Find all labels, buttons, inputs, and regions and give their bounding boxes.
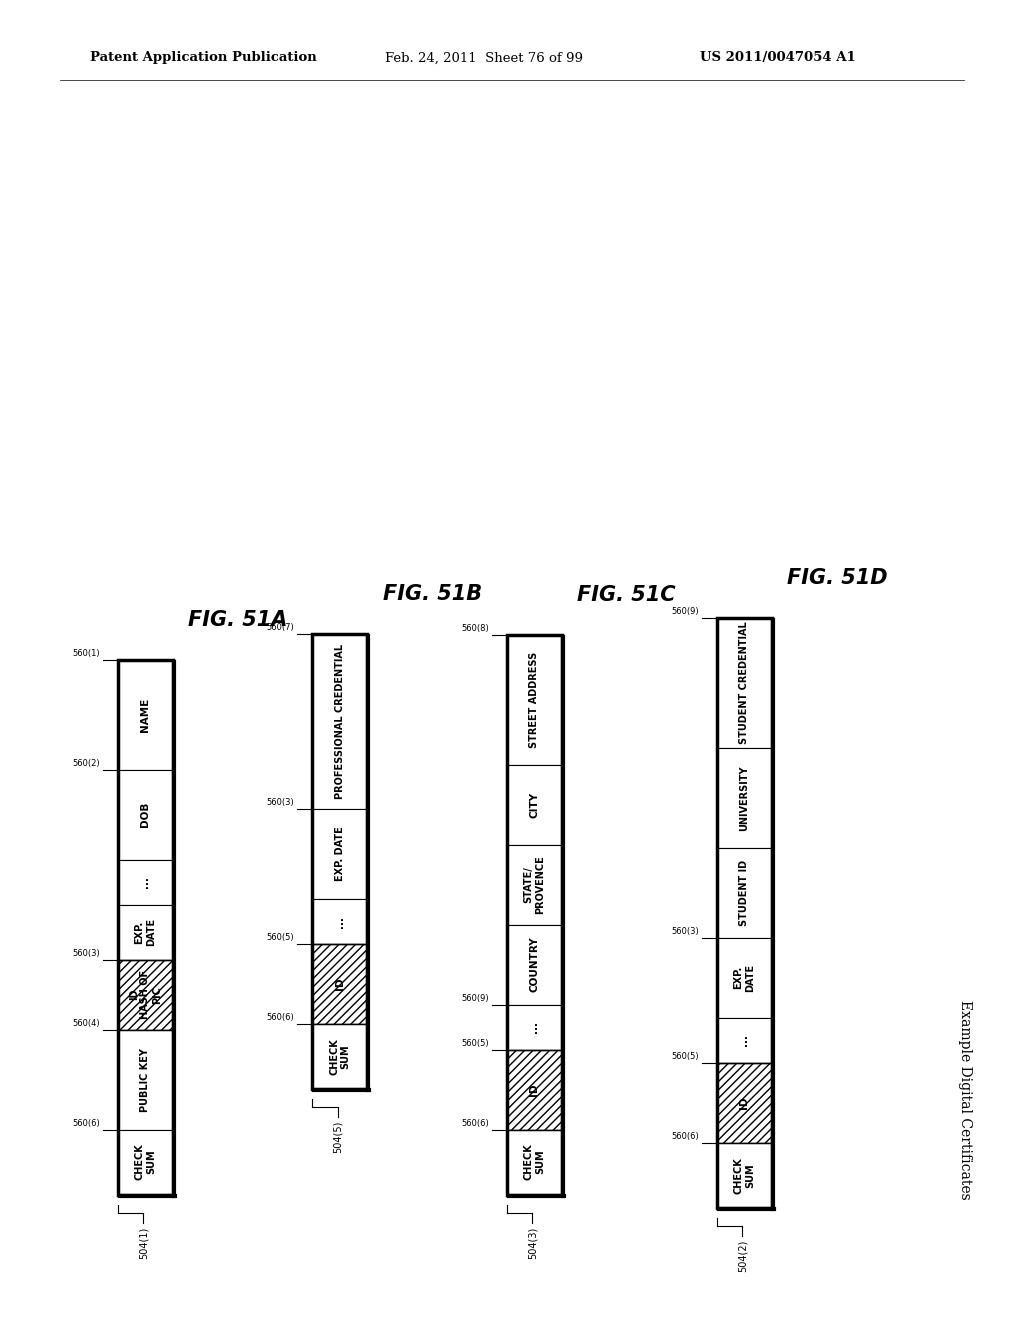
- Text: ...: ...: [529, 1022, 540, 1034]
- Bar: [507, 845, 562, 924]
- Bar: [118, 904, 173, 960]
- Bar: [507, 764, 562, 845]
- Text: STUDENT CREDENTIAL: STUDENT CREDENTIAL: [739, 622, 750, 744]
- Bar: [717, 847, 772, 937]
- Text: ID
HASH OF
PIC: ID HASH OF PIC: [129, 970, 162, 1019]
- Text: 560(2): 560(2): [72, 759, 99, 768]
- Bar: [717, 618, 772, 1208]
- Text: Example Digital Certificates: Example Digital Certificates: [958, 1001, 972, 1200]
- Text: 560(7): 560(7): [266, 623, 294, 632]
- FancyBboxPatch shape: [717, 1063, 772, 1143]
- Text: FIG. 51C: FIG. 51C: [578, 585, 676, 605]
- Text: ID: ID: [739, 1097, 750, 1109]
- Bar: [118, 660, 173, 1195]
- Bar: [507, 635, 562, 1195]
- Text: 560(8): 560(8): [461, 623, 488, 632]
- Text: CHECK
SUM: CHECK SUM: [523, 1143, 545, 1180]
- Bar: [118, 859, 173, 904]
- Bar: [118, 960, 173, 1030]
- Text: ID: ID: [529, 1084, 540, 1096]
- Bar: [507, 1005, 562, 1049]
- Text: Feb. 24, 2011  Sheet 76 of 99: Feb. 24, 2011 Sheet 76 of 99: [385, 51, 583, 65]
- Text: 560(5): 560(5): [461, 1039, 488, 1048]
- Text: ...: ...: [140, 876, 151, 888]
- Text: EXP.
DATE: EXP. DATE: [134, 917, 156, 946]
- Text: EXP. DATE: EXP. DATE: [335, 826, 345, 882]
- Text: FIG. 51D: FIG. 51D: [787, 568, 888, 587]
- Text: PUBLIC KEY: PUBLIC KEY: [140, 1048, 151, 1111]
- Text: 504(1): 504(1): [138, 1226, 148, 1259]
- Bar: [118, 660, 173, 770]
- Text: CHECK
SUM: CHECK SUM: [134, 1143, 156, 1180]
- Bar: [118, 770, 173, 859]
- Bar: [312, 634, 368, 1089]
- Text: 560(4): 560(4): [72, 1019, 99, 1027]
- Bar: [507, 1049, 562, 1130]
- Text: EXP.
DATE: EXP. DATE: [733, 964, 755, 991]
- Text: 560(6): 560(6): [72, 1118, 99, 1127]
- FancyBboxPatch shape: [312, 944, 368, 1024]
- Text: 560(9): 560(9): [671, 607, 698, 616]
- Text: 560(3): 560(3): [266, 799, 294, 807]
- Text: STATE/
PROVENCE: STATE/ PROVENCE: [523, 855, 545, 913]
- Text: 560(6): 560(6): [266, 1012, 294, 1022]
- Text: STREET ADDRESS: STREET ADDRESS: [529, 652, 540, 747]
- Text: FIG. 51B: FIG. 51B: [383, 583, 482, 605]
- Text: 560(1): 560(1): [72, 648, 99, 657]
- Bar: [312, 809, 368, 899]
- Text: 560(3): 560(3): [72, 949, 99, 957]
- Text: Patent Application Publication: Patent Application Publication: [90, 51, 316, 65]
- Text: NAME: NAME: [140, 697, 151, 731]
- Text: 560(5): 560(5): [671, 1052, 698, 1061]
- Text: CHECK
SUM: CHECK SUM: [733, 1156, 755, 1193]
- Bar: [312, 634, 368, 809]
- Text: FIG. 51A: FIG. 51A: [188, 610, 288, 630]
- Text: ...: ...: [335, 916, 345, 928]
- Bar: [507, 635, 562, 764]
- Text: UNIVERSITY: UNIVERSITY: [739, 766, 750, 830]
- Text: 504(5): 504(5): [333, 1121, 343, 1154]
- Bar: [507, 1130, 562, 1195]
- Bar: [312, 944, 368, 1024]
- Text: PROFESSIONAL CREDENTIAL: PROFESSIONAL CREDENTIAL: [335, 644, 345, 799]
- Bar: [312, 899, 368, 944]
- Bar: [717, 1063, 772, 1143]
- Text: US 2011/0047054 A1: US 2011/0047054 A1: [700, 51, 856, 65]
- Bar: [717, 1143, 772, 1208]
- Bar: [118, 1130, 173, 1195]
- Text: ID: ID: [335, 978, 345, 990]
- Text: COUNTRY: COUNTRY: [529, 937, 540, 993]
- Text: CITY: CITY: [529, 792, 540, 817]
- Text: DOB: DOB: [140, 803, 151, 828]
- Text: 560(9): 560(9): [461, 994, 488, 1003]
- Text: ...: ...: [739, 1035, 750, 1047]
- Bar: [312, 1024, 368, 1089]
- Text: 560(3): 560(3): [671, 927, 698, 936]
- Text: CHECK
SUM: CHECK SUM: [329, 1038, 350, 1074]
- Text: 504(3): 504(3): [527, 1226, 538, 1259]
- Text: 560(5): 560(5): [266, 933, 294, 942]
- FancyBboxPatch shape: [118, 960, 173, 1030]
- Text: 560(6): 560(6): [671, 1131, 698, 1140]
- Bar: [118, 1030, 173, 1130]
- Bar: [507, 924, 562, 1005]
- FancyBboxPatch shape: [507, 1049, 562, 1130]
- Bar: [717, 748, 772, 847]
- Bar: [717, 937, 772, 1018]
- Text: 504(2): 504(2): [737, 1239, 748, 1272]
- Text: 560(6): 560(6): [461, 1118, 488, 1127]
- Text: STUDENT ID: STUDENT ID: [739, 859, 750, 925]
- Bar: [717, 618, 772, 748]
- Bar: [717, 1018, 772, 1063]
